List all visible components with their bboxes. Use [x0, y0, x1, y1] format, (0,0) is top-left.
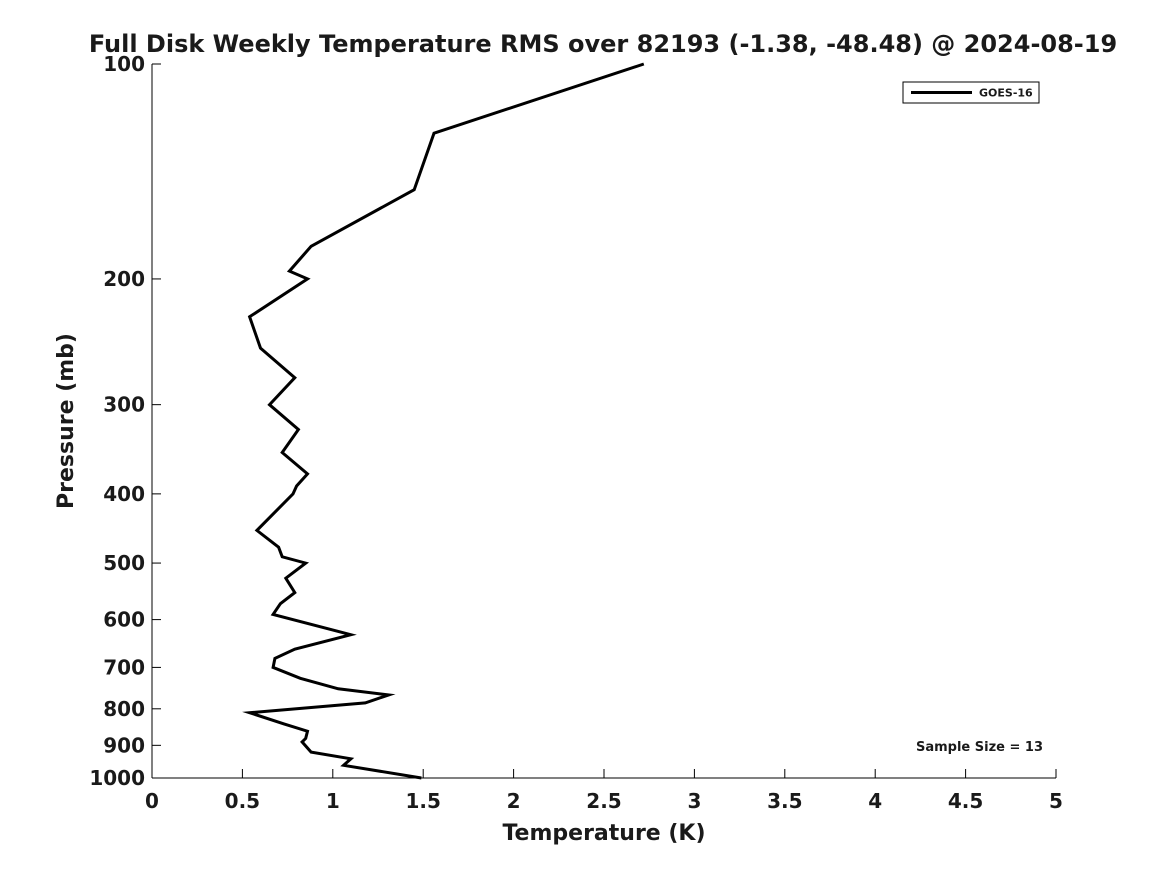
- y-tick-label: 200: [103, 267, 145, 291]
- x-tick-label: 0.5: [225, 789, 260, 813]
- legend: GOES-16: [902, 81, 1040, 104]
- x-tick-label: 3.5: [767, 789, 802, 813]
- legend-label-goes-16: GOES-16: [979, 87, 1033, 100]
- x-tick-label: 1.5: [405, 789, 440, 813]
- x-tick-label: 4.5: [948, 789, 983, 813]
- y-tick-label: 700: [103, 655, 145, 679]
- x-tick-label: 1: [326, 789, 340, 813]
- x-tick-label: 2.5: [586, 789, 621, 813]
- x-tick-label: 5: [1049, 789, 1063, 813]
- sample-size-annotation: Sample Size = 13: [916, 740, 1043, 755]
- y-tick-label: 500: [103, 551, 145, 575]
- y-tick-label: 800: [103, 697, 145, 721]
- y-tick-label: 900: [103, 733, 145, 757]
- y-tick-label: 300: [103, 393, 145, 417]
- y-tick-label: 100: [103, 52, 145, 76]
- y-tick-label: 1000: [89, 766, 145, 790]
- x-axis-label: Temperature (K): [502, 821, 705, 846]
- y-tick-label: 400: [103, 482, 145, 506]
- y-axis-label: Pressure (mb): [54, 333, 79, 509]
- chart-title: Full Disk Weekly Temperature RMS over 82…: [89, 30, 1117, 58]
- x-tick-label: 3: [687, 789, 701, 813]
- y-tick-label: 600: [103, 608, 145, 632]
- x-tick-label: 2: [507, 789, 521, 813]
- series-line-goes-16: [242, 62, 645, 780]
- x-tick-label: 4: [868, 789, 882, 813]
- axes-group: 0 0.5 1 1.5 2 2.5 3 3.5 4 4.5 5 100 200 300 400 500 600 7…: [89, 52, 1063, 813]
- x-tick-label: 0: [145, 789, 159, 813]
- series-group: [242, 62, 645, 780]
